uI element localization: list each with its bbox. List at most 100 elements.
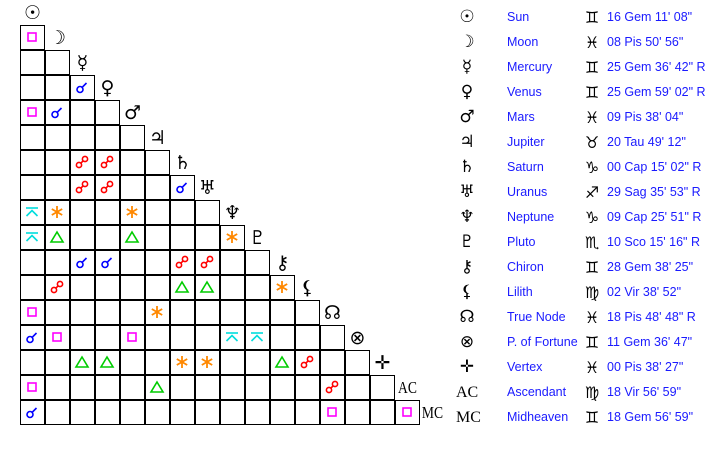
venus-icon: ♀ — [460, 82, 474, 102]
quincunx-icon — [249, 329, 265, 345]
aspect-cell — [219, 249, 245, 275]
aspect-cell — [19, 74, 45, 100]
aspect-cell — [69, 299, 95, 325]
aspect-cell — [244, 299, 270, 325]
aspect-cell — [269, 399, 295, 425]
aspect-cell — [144, 324, 170, 350]
aspect-cell — [244, 274, 270, 300]
opposition-icon — [49, 279, 65, 295]
conjunction-icon — [49, 104, 65, 120]
planet-name: Chiron — [507, 260, 544, 274]
aspect-cell — [369, 374, 395, 400]
square-icon — [49, 329, 65, 345]
planet-row: ♄ Saturn ♑ 00 Cap 15' 02" R — [450, 155, 705, 180]
aspect-cell — [244, 399, 270, 425]
aspect-cell — [19, 274, 45, 300]
aspect-cell — [119, 199, 145, 225]
sextile-icon — [199, 354, 215, 370]
aspect-cell — [94, 224, 120, 250]
conjunction-icon — [99, 254, 115, 270]
grid-header-mars-icon: ♂ — [123, 101, 142, 124]
planet-row: ♇ Pluto ♏ 10 Sco 15' 16" R — [450, 230, 705, 255]
conjunction-icon — [174, 179, 190, 195]
aspect-cell — [194, 224, 220, 250]
planet-name: Saturn — [507, 160, 544, 174]
pisces-icon: ♓ — [584, 108, 600, 127]
planet-name: Uranus — [507, 185, 548, 199]
aspect-cell — [69, 349, 95, 375]
trine-icon — [174, 279, 190, 295]
aspect-cell — [169, 299, 195, 325]
aspect-cell — [344, 399, 370, 425]
aspect-cell — [69, 224, 95, 250]
aspect-cell — [269, 349, 295, 375]
aspect-cell — [19, 399, 45, 425]
aspect-cell — [344, 374, 370, 400]
planet-row: ☿ Mercury ♊ 25 Gem 36' 42" R — [450, 55, 705, 80]
aspect-cell — [194, 374, 220, 400]
aspect-cell — [69, 149, 95, 175]
aspect-cell — [69, 124, 95, 150]
aspect-cell — [94, 374, 120, 400]
aspect-cell — [19, 299, 45, 325]
planet-row: ✛ Vertex ♓ 00 Pis 38' 27" — [450, 355, 705, 380]
aspect-cell — [119, 324, 145, 350]
aspect-cell — [194, 249, 220, 275]
planet-row: ♀ Venus ♊ 25 Gem 59' 02" R — [450, 80, 705, 105]
grid-header-pluto-icon: ♇ — [248, 226, 267, 249]
aspect-cell — [144, 349, 170, 375]
grid-header-midheaven-icon: MC — [421, 402, 444, 422]
aspect-cell — [94, 324, 120, 350]
grid-header-vertex-icon: ✛ — [374, 351, 391, 374]
aspect-cell — [44, 324, 70, 350]
aspect-cell — [294, 324, 320, 350]
planet-name: Moon — [507, 35, 539, 49]
aspect-cell — [294, 374, 320, 400]
sextile-icon — [149, 304, 165, 320]
aspect-cell — [219, 349, 245, 375]
aspect-cell — [319, 324, 345, 350]
aspect-cell — [144, 149, 170, 175]
aspect-cell — [119, 399, 145, 425]
aspect-cell — [44, 49, 70, 75]
aspect-cell — [94, 299, 120, 325]
opposition-icon — [99, 154, 115, 170]
aspect-cell — [194, 299, 220, 325]
mercury-icon: ☿ — [461, 57, 473, 77]
aspect-cell — [169, 274, 195, 300]
aspect-cell — [19, 324, 45, 350]
planet-name: True Node — [507, 310, 566, 324]
aspect-cell — [69, 74, 95, 100]
conjunction-icon — [24, 329, 40, 345]
aspect-cell — [94, 399, 120, 425]
opposition-icon — [99, 179, 115, 195]
aspect-cell — [269, 374, 295, 400]
planet-name: Mars — [507, 110, 535, 124]
square-icon — [24, 29, 40, 45]
planet-row: AC Ascendant ♍ 18 Vir 56' 59" — [450, 380, 705, 405]
aspect-cell — [44, 124, 70, 150]
aspect-cell — [119, 149, 145, 175]
aspect-cell — [144, 299, 170, 325]
aspect-cell — [169, 399, 195, 425]
aspect-cell — [44, 74, 70, 100]
planet-position: 18 Vir 56' 59" — [607, 385, 682, 399]
opposition-icon — [299, 354, 315, 370]
aspect-cell — [144, 399, 170, 425]
aspect-cell — [69, 374, 95, 400]
aspect-cell — [44, 199, 70, 225]
opposition-icon — [74, 154, 90, 170]
aspect-cell — [219, 374, 245, 400]
grid-header-north-node-icon: ☊ — [324, 301, 341, 324]
aspect-cell — [144, 199, 170, 225]
planet-row: ☉ Sun ♊ 16 Gem 11' 08" — [450, 5, 705, 30]
aspect-cell — [194, 349, 220, 375]
gemini-icon: ♊ — [584, 58, 600, 77]
ascendant-icon: AC — [456, 384, 479, 401]
opposition-icon — [199, 254, 215, 270]
planet-name: Vertex — [507, 360, 543, 374]
trine-icon — [124, 229, 140, 245]
square-icon — [24, 304, 40, 320]
aspect-cell — [19, 349, 45, 375]
aspect-cell — [144, 224, 170, 250]
